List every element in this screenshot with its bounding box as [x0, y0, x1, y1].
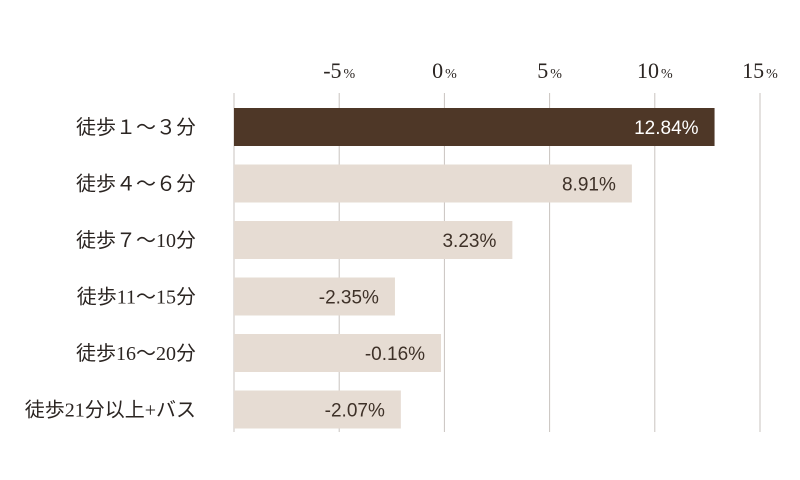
category-label: 徒歩21分以上+バス: [25, 399, 196, 422]
bar: [234, 334, 442, 372]
x-tick-label: -5%: [323, 58, 355, 83]
bar: [234, 164, 632, 203]
bar-value-label: -0.16%: [365, 344, 425, 365]
category-label: 徒歩16〜20分: [76, 342, 196, 365]
category-label: 徒歩１〜３分: [76, 116, 196, 139]
bar: [234, 277, 395, 316]
x-tick-label: 10%: [637, 58, 673, 83]
x-tick-label: 15%: [742, 58, 778, 83]
bar: [234, 221, 513, 259]
bar-value-label: -2.07%: [325, 401, 385, 422]
bar-value-label: -2.35%: [319, 288, 379, 309]
category-label: 徒歩７〜10分: [76, 229, 196, 252]
bar-value-label: 8.91%: [562, 175, 616, 196]
category-label: 徒歩11〜15分: [77, 286, 196, 309]
bar-value-label: 12.84%: [634, 118, 699, 139]
bar-value-label: 3.23%: [442, 231, 496, 252]
x-tick-label: 0%: [432, 58, 457, 83]
bar: [234, 390, 401, 429]
x-tick-label: 5%: [537, 58, 562, 83]
bar: [234, 108, 715, 146]
category-label: 徒歩４〜６分: [76, 173, 196, 196]
